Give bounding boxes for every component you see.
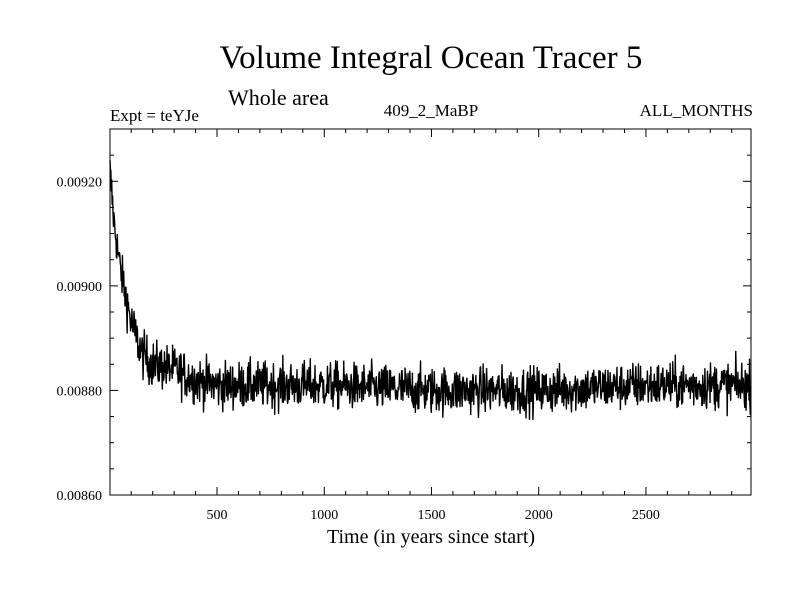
x-tick-label: 500 [207, 508, 228, 523]
chart-title: Volume Integral Ocean Tracer 5 [219, 40, 643, 76]
x-axis-label: Time (in years since start) [326, 526, 536, 548]
plot-frame [109, 128, 752, 496]
months-label: ALL_MONTHS [639, 101, 753, 120]
y-tick-label: 0.00880 [57, 384, 103, 399]
chart-subtitle: Whole area [228, 85, 329, 110]
y-tick-label: 0.00900 [57, 280, 103, 295]
x-tick-label: 2500 [632, 508, 660, 523]
y-tick-label: 0.00920 [57, 175, 103, 190]
series-line-tracer-5 [109, 160, 752, 421]
experiment-label: Expt = teYJe [110, 106, 199, 125]
y-tick-label: 0.00860 [57, 489, 103, 504]
x-tick-label: 2000 [525, 508, 553, 523]
run-label: 409_2_MaBP [383, 101, 479, 120]
x-tick-label: 1500 [417, 508, 445, 523]
x-tick-label: 1000 [310, 508, 338, 523]
